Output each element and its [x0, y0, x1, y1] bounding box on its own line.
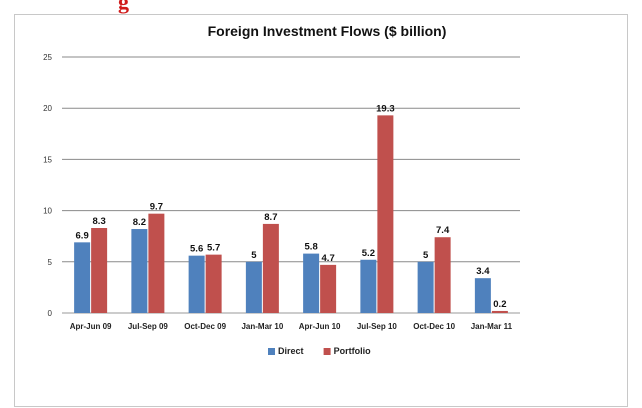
- legend-swatch-portfolio: [323, 348, 331, 355]
- bar-direct: [417, 261, 434, 313]
- bar-direct: [74, 242, 91, 313]
- x-tick-label: Jan-Mar 11: [471, 322, 513, 331]
- data-label-portfolio: 0.2: [493, 299, 506, 310]
- y-tick-label: 20: [43, 104, 52, 113]
- data-label-portfolio: 8.7: [264, 212, 277, 223]
- data-label-direct: 5: [251, 250, 257, 261]
- bar-direct: [303, 253, 320, 313]
- bar-portfolio: [91, 228, 108, 313]
- bar-direct: [245, 261, 262, 313]
- y-tick-label: 15: [43, 155, 52, 164]
- x-tick-label: Oct-Dec 09: [184, 322, 226, 331]
- bar-portfolio: [377, 115, 394, 313]
- data-label-direct: 8.2: [133, 217, 146, 228]
- data-label-direct: 3.4: [476, 266, 490, 277]
- bar-portfolio: [491, 310, 508, 313]
- bars: [74, 115, 508, 313]
- bar-portfolio: [262, 223, 279, 313]
- x-tick-label: Jul-Sep 09: [128, 322, 169, 331]
- legend-label-portfolio: Portfolio: [334, 346, 371, 356]
- x-tick-label: Oct-Dec 10: [413, 322, 455, 331]
- data-label-portfolio: 4.7: [322, 253, 335, 264]
- bar-portfolio: [320, 264, 337, 313]
- bar-direct: [360, 259, 377, 313]
- header-text-fragment: g: [118, 0, 129, 14]
- data-label-portfolio: 19.3: [376, 103, 395, 114]
- x-tick-label: Apr-Jun 09: [70, 322, 112, 331]
- data-labels: 6.9 8.3 8.2 9.7 5.6 5.7 5 8.7 5.8 4.7 5.2 19.3 5 7.4 3…: [76, 103, 507, 310]
- data-label-portfolio: 7.4: [436, 225, 450, 236]
- data-label-direct: 5: [423, 250, 429, 261]
- data-label-direct: 5.2: [362, 248, 375, 259]
- data-label-portfolio: 8.3: [93, 216, 106, 227]
- x-tick-label: Apr-Jun 10: [299, 322, 341, 331]
- chart-title: Foreign Investment Flows ($ billion): [208, 23, 447, 39]
- bar-portfolio: [434, 237, 451, 313]
- legend: Direct Portfolio: [268, 346, 371, 356]
- data-label-portfolio: 9.7: [150, 202, 163, 213]
- legend-label-direct: Direct: [278, 346, 304, 356]
- y-tick-label: 25: [43, 53, 52, 62]
- x-tick-label: Jul-Sep 10: [357, 322, 398, 331]
- legend-swatch-direct: [268, 348, 275, 355]
- y-tick-label: 5: [48, 258, 53, 267]
- bar-direct: [131, 229, 148, 313]
- y-tick-label: 0: [48, 309, 53, 318]
- bar-direct: [188, 255, 205, 313]
- bar-direct: [474, 278, 491, 313]
- gridlines: [62, 56, 520, 314]
- bar-portfolio: [205, 254, 222, 313]
- data-label-portfolio: 5.7: [207, 243, 220, 254]
- data-label-direct: 5.6: [190, 244, 203, 255]
- bar-portfolio: [148, 213, 165, 313]
- data-label-direct: 5.8: [305, 242, 318, 253]
- x-axis: Apr-Jun 09 Jul-Sep 09 Oct-Dec 09 Jan-Mar 10…: [70, 322, 513, 331]
- data-label-direct: 6.9: [76, 230, 89, 241]
- x-tick-label: Jan-Mar 10: [241, 322, 283, 331]
- y-tick-label: 10: [43, 207, 52, 216]
- y-axis: 0 5 10 15 20 25: [43, 53, 52, 318]
